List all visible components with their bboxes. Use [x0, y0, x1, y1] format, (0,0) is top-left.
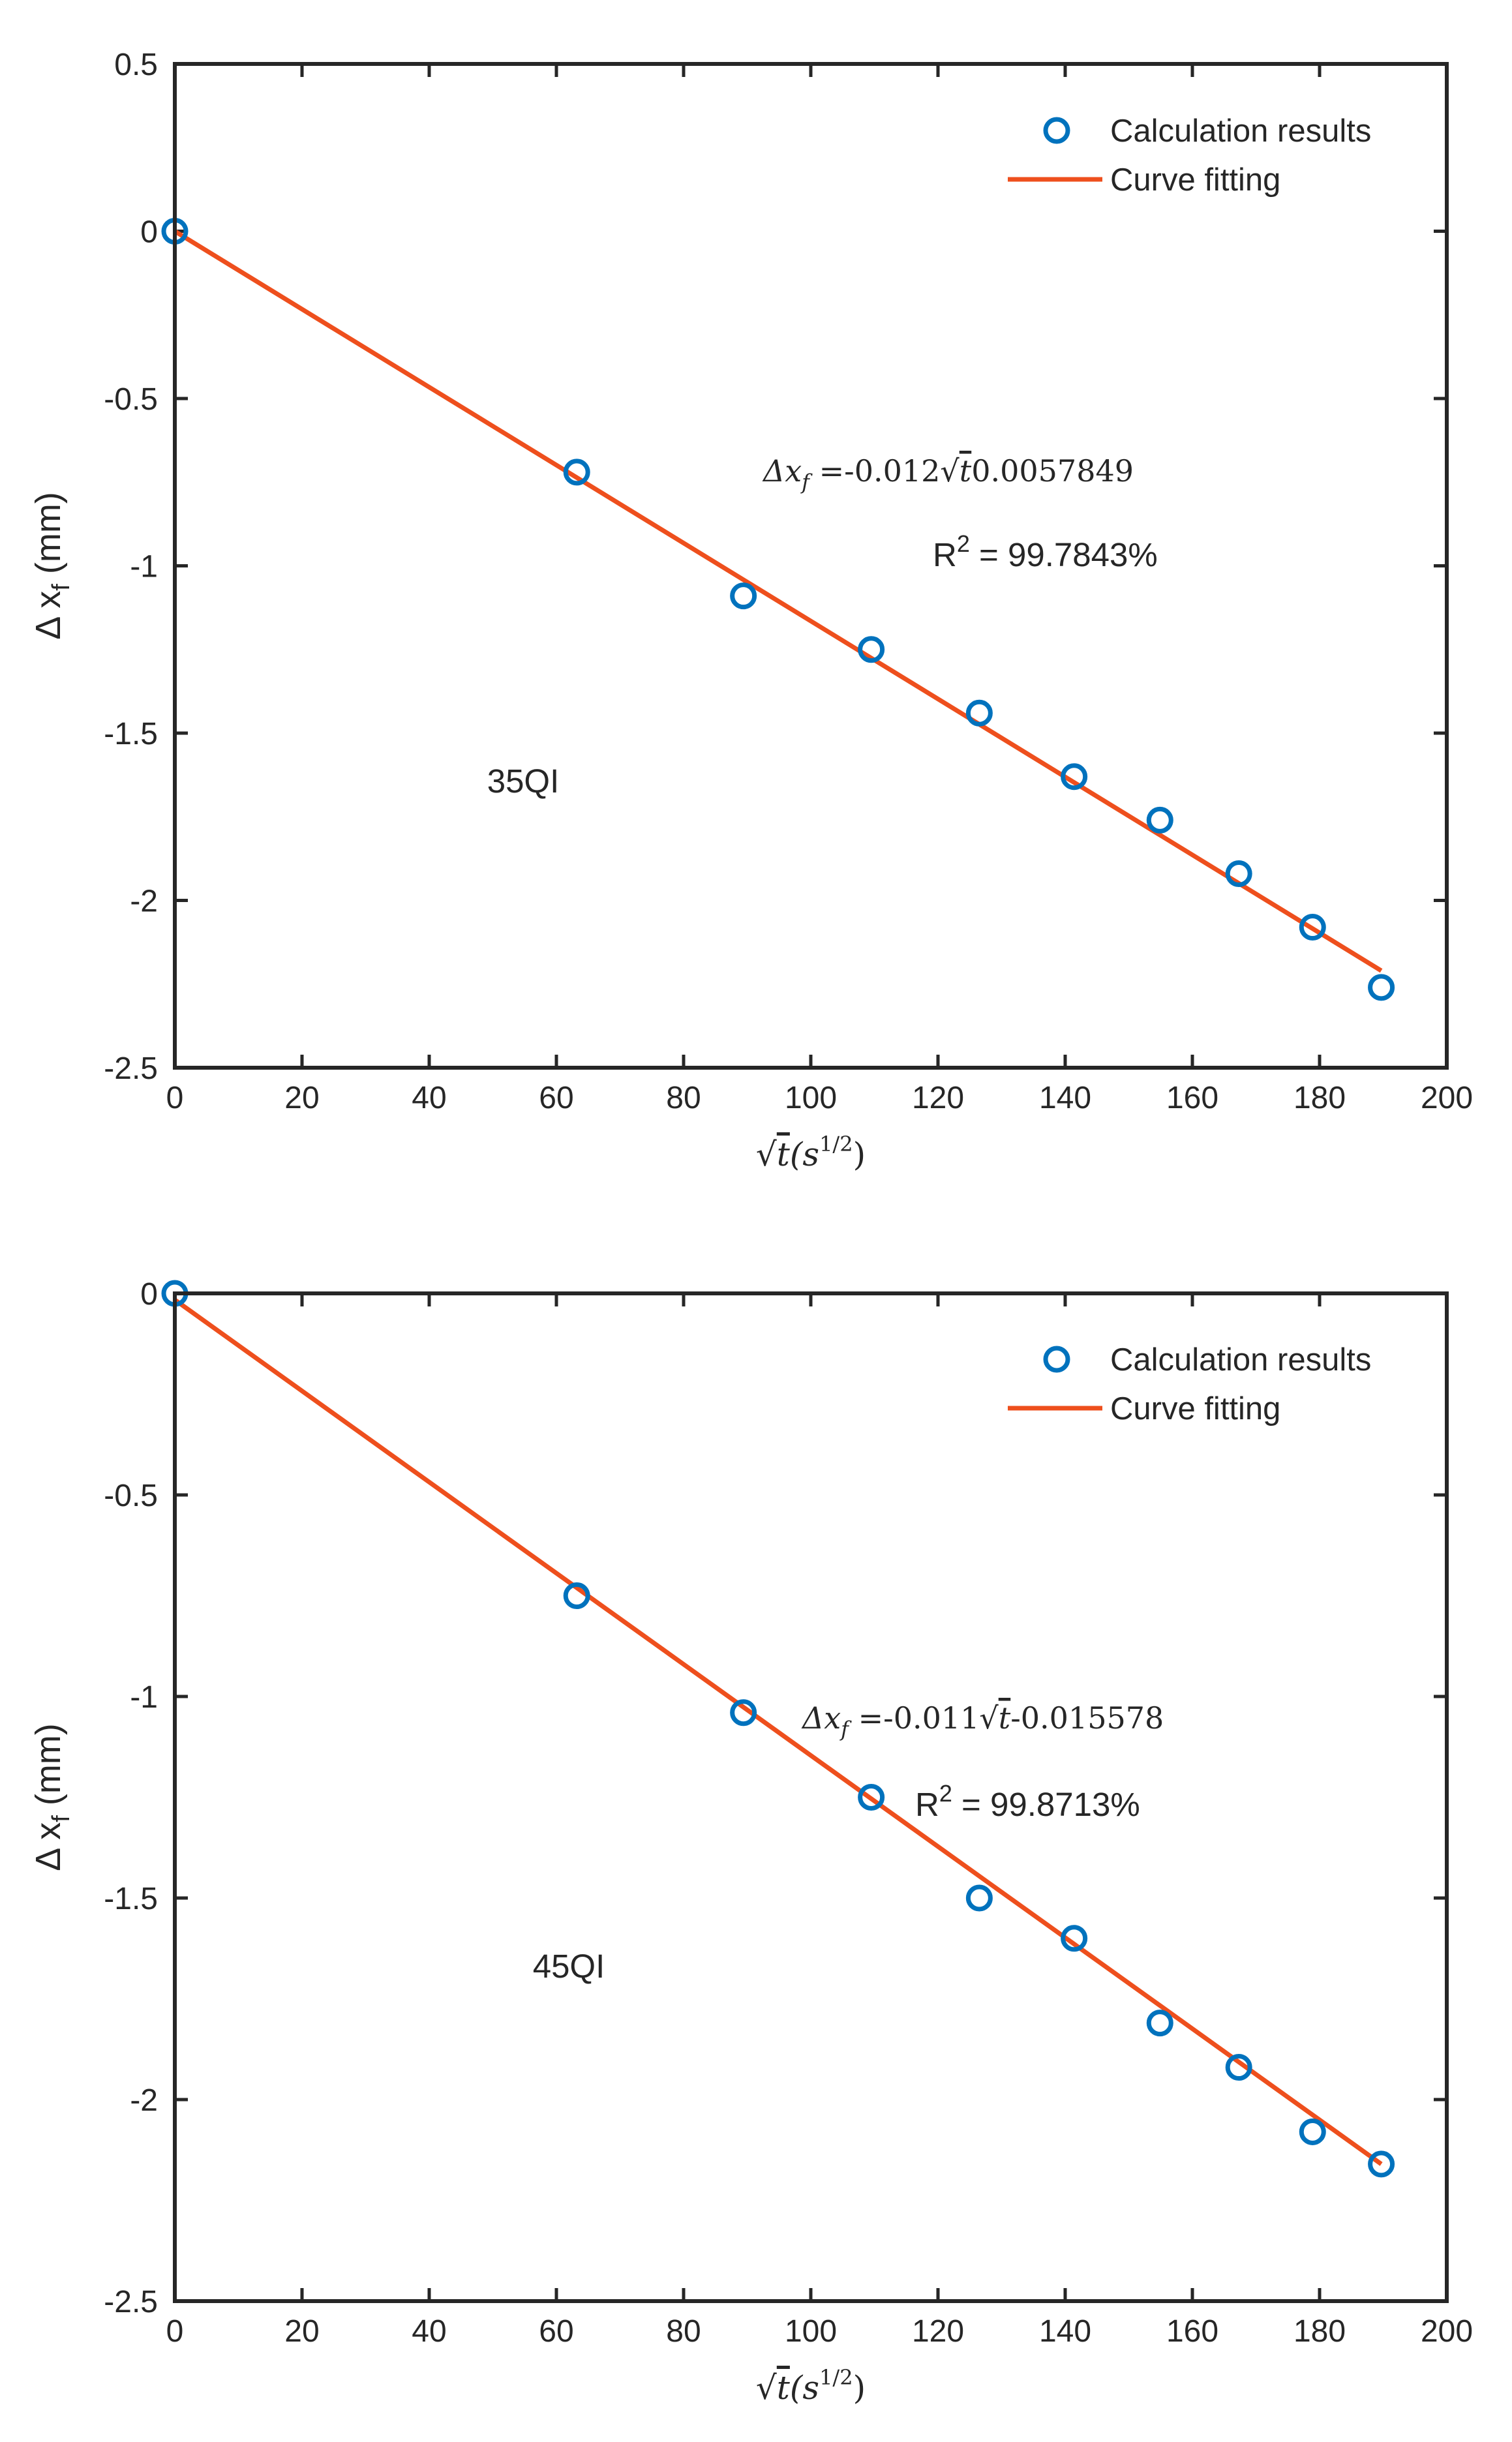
x-tick-label: 200 — [1421, 2314, 1473, 2349]
y-tick-label: 0.5 — [114, 48, 158, 82]
fit-equation: Δxf =-0.011√t-0.015578 — [801, 1700, 1164, 1741]
y-tick-label: 0 — [140, 215, 158, 250]
r-squared: R2 = 99.8713% — [915, 1780, 1140, 1823]
x-tick-label: 0 — [166, 2314, 184, 2349]
data-point — [1146, 806, 1173, 834]
data-point — [1368, 2150, 1395, 2178]
y-tick-label: -2.5 — [104, 2285, 158, 2319]
x-tick-label: 20 — [284, 1081, 319, 1115]
x-tick-label: 0 — [166, 1081, 184, 1115]
data-point — [858, 1784, 885, 1811]
data-point — [730, 582, 757, 610]
data-point — [1061, 1925, 1088, 1952]
x-tick-label: 160 — [1166, 2314, 1218, 2349]
y-axis-label: Δ xf (mm) — [29, 1723, 75, 1871]
y-tick-label: 0 — [140, 1277, 158, 1312]
data-point — [1299, 914, 1326, 941]
axes-frame — [173, 1291, 1449, 2303]
x-tick-label: 40 — [412, 2314, 446, 2349]
y-tick-label: -2.5 — [104, 1051, 158, 1086]
data-point — [1299, 2118, 1326, 2145]
x-tick-label: 40 — [412, 1081, 446, 1115]
x-tick-label: 180 — [1293, 2314, 1346, 2349]
y-tick-label: -1 — [130, 550, 158, 584]
x-axis-label: √t(s1/2) — [756, 2365, 866, 2407]
x-tick-label: 120 — [912, 1081, 964, 1115]
panel-label: 45QI — [533, 1948, 605, 1985]
y-tick-label: -1 — [130, 1680, 158, 1715]
chart-svg: 0 20 40 60 80 100 120 140 160 180 200 0 -0.5 -1 -1.5 -2… — [29, 1277, 1473, 2407]
x-tick-label: 200 — [1421, 1081, 1473, 1115]
data-point — [858, 636, 885, 663]
x-tick-label: 60 — [539, 2314, 573, 2349]
x-tick-label: 20 — [284, 2314, 319, 2349]
y-tick-label: -0.5 — [104, 1479, 158, 1513]
data-point — [965, 1884, 993, 1912]
x-axis-label: √t(s1/2) — [756, 1132, 866, 1173]
x-tick-label: 60 — [539, 1081, 573, 1115]
panel-label: 35QI — [487, 762, 560, 800]
fit-line — [174, 229, 1383, 973]
fit-line — [173, 1298, 1383, 2166]
legend-scatter-label: Calculation results — [1110, 113, 1371, 149]
legend-line-label: Curve fitting — [1110, 1391, 1280, 1426]
y-tick-label: -0.5 — [104, 382, 158, 417]
data-point — [563, 459, 590, 486]
data-point — [1146, 2010, 1173, 2037]
x-tick-label: 180 — [1293, 1081, 1346, 1115]
plot-area — [175, 64, 1447, 1068]
data-point — [730, 1699, 757, 1726]
x-tick-label: 80 — [666, 2314, 701, 2349]
legend-line-label: Curve fitting — [1110, 162, 1280, 198]
fit-equation: Δxf =-0.012√t0.0057849 — [762, 453, 1134, 494]
x-tick-label: 120 — [912, 2314, 964, 2349]
y-axis-label: Δ xf (mm) — [29, 492, 75, 640]
plot-area — [175, 1293, 1447, 2301]
data-point — [1061, 763, 1088, 791]
legend-marker-icon — [1043, 1346, 1070, 1373]
axes-frame — [173, 62, 1449, 1070]
x-tick-label: 140 — [1039, 1081, 1091, 1115]
y-tick-label: -2 — [130, 2083, 158, 2118]
chart-svg: 0 20 40 60 80 100 120 140 160 180 200 0.5 0 -0.5 -1 -1.… — [29, 48, 1473, 1173]
data-point — [1225, 860, 1252, 887]
y-tick-label: -2 — [130, 884, 158, 919]
x-tick-label: 100 — [785, 2314, 837, 2349]
y-tick-label: -1.5 — [104, 717, 158, 751]
y-tick-label: -1.5 — [104, 1882, 158, 1916]
legend-marker-icon — [1043, 117, 1070, 144]
legend-scatter-label: Calculation results — [1110, 1342, 1371, 1378]
data-point — [965, 699, 993, 727]
chart-panel-35qi: 0 20 40 60 80 100 120 140 160 180 200 0.5 0 -0.5 -1 -1.… — [29, 48, 1473, 1173]
x-tick-label: 160 — [1166, 1081, 1218, 1115]
x-tick-label: 80 — [666, 1081, 701, 1115]
x-tick-label: 100 — [785, 1081, 837, 1115]
data-point — [1368, 974, 1395, 1001]
r-squared: R2 = 99.7843% — [933, 530, 1158, 573]
x-tick-label: 140 — [1039, 2314, 1091, 2349]
data-point — [563, 1582, 590, 1609]
chart-panel-45qi: 0 20 40 60 80 100 120 140 160 180 200 0 -0.5 -1 -1.5 -2… — [0, 1221, 1512, 2442]
data-point — [1225, 2054, 1252, 2081]
